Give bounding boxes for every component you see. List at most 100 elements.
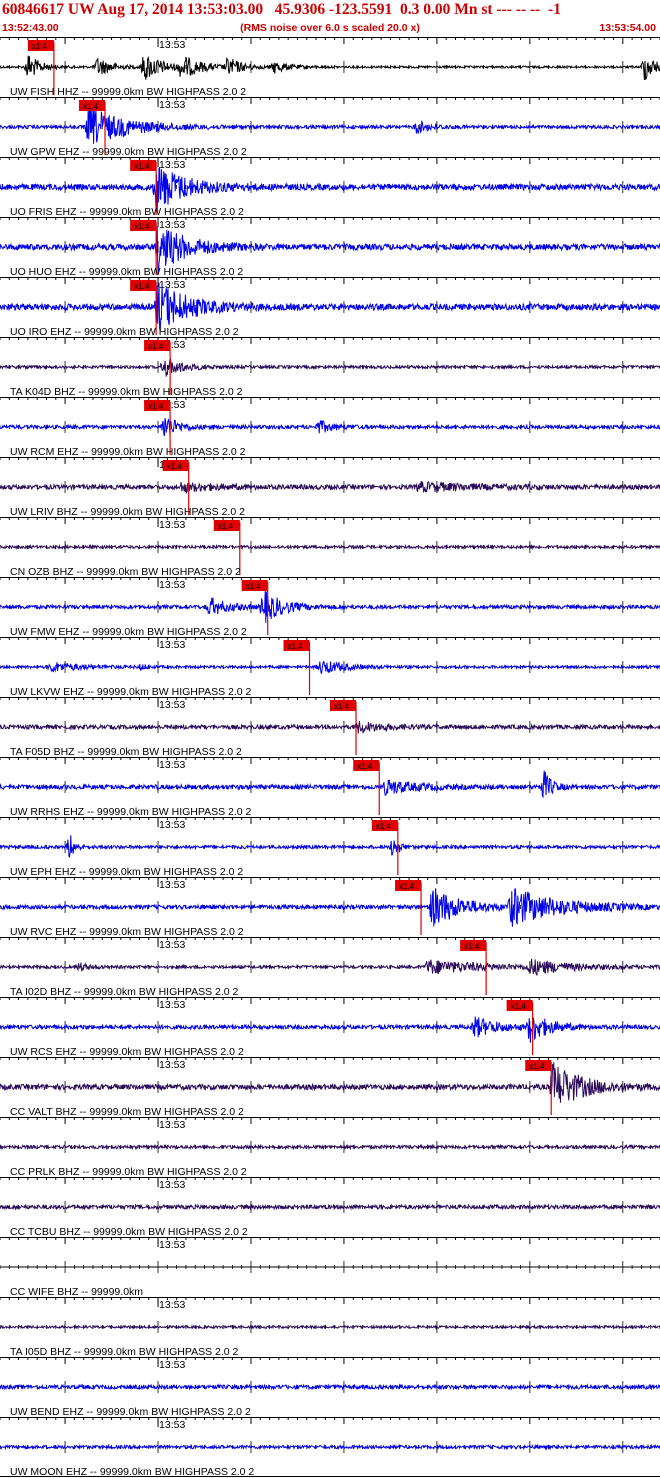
- minute-tick-label: 13:53: [159, 39, 185, 51]
- trace-panel: 13:53 x1.4 UW EPH EHZ -- 99999.0km BW HIGH…: [0, 817, 660, 878]
- trace-panel: 13:53 x1.4 CN OZB BHZ -- 99999.0km BW HIGH…: [0, 517, 660, 578]
- trace-panel: 13:53 x1.4 UW RRHS EHZ -- 99999.0km BW HIG…: [0, 757, 660, 818]
- station-label: UW FISH HHZ -- 99999.0km BW HIGHPASS 2.0…: [10, 86, 246, 98]
- station-label: CC TCBU BHZ -- 99999.0km BW HIGHPASS 2.0…: [10, 1226, 248, 1238]
- trace-panel: 13:53 x1.4 UW RVC EHZ -- 99999.0km BW HIGH…: [0, 877, 660, 938]
- minute-tick-label: 13:53: [159, 999, 185, 1011]
- waveform-trace: [0, 543, 660, 551]
- station-label: UW MOON EHZ -- 99999.0km BW HIGHPASS 2.0…: [10, 1466, 254, 1478]
- station-label: UO HUO EHZ -- 99999.0km BW HIGHPASS 2.0 …: [10, 266, 243, 278]
- rms-noise-subtitle: (RMS noise over 6.0 s scaled 20.0 x): [240, 22, 420, 34]
- pick-box: [213, 520, 240, 531]
- minute-tick-label: 13:53: [159, 1419, 185, 1431]
- pick-label: x1.4: [399, 882, 415, 891]
- waveform-trace: [0, 958, 660, 976]
- trace-panel: 13:53 x1.4 UW LKVW EHZ -- 99999.0km BW HIG…: [0, 637, 660, 698]
- station-label: UW LKVW EHZ -- 99999.0km BW HIGHPASS 2.0…: [10, 686, 252, 698]
- station-label: UW LRIV BHZ -- 99999.0km BW HIGHPASS 2.0…: [10, 506, 245, 518]
- minute-tick-label: 13:53: [159, 279, 185, 291]
- minute-tick-label: 13:53: [159, 1299, 185, 1311]
- waveform-trace: [0, 770, 660, 799]
- waveform-trace: [0, 1016, 660, 1043]
- trace-panel: 13:53 TA I05D BHZ -- 99999.0km BW HIGHPAS…: [0, 1297, 660, 1358]
- trace-panel: 13:53 x1.4 TA I02D BHZ -- 99999.0km BW HIG…: [0, 937, 660, 998]
- minute-tick-label: 13:53: [159, 99, 185, 111]
- trace-panel: 13:53 CC TCBU BHZ -- 99999.0km BW HIGHPAS…: [0, 1177, 660, 1238]
- station-label: UW RRHS EHZ -- 99999.0km BW HIGHPASS 2.0…: [10, 806, 252, 818]
- pick-box: [144, 400, 171, 411]
- minute-tick-label: 13:53: [159, 639, 185, 651]
- waveform-trace: [0, 835, 660, 858]
- waveform-trace: [0, 226, 660, 274]
- waveform-trace: [0, 720, 660, 734]
- waveform-trace: [0, 888, 660, 927]
- minute-tick-label: 13:53: [159, 219, 185, 231]
- event-title: 60846617 UW Aug 17, 2014 13:53:03.00 45.…: [2, 1, 561, 18]
- pick-box: [130, 220, 157, 231]
- pick-label: x1.4: [83, 102, 99, 111]
- seismogram-plot: 13:53 x1.4 UW FISH HHZ -- 99999.0km BW HIG…: [0, 37, 660, 1478]
- trace-panel: 13:53 UW BEND EHZ -- 99999.0km BW HIGHPAS…: [0, 1357, 660, 1418]
- pick-label: x1.4: [167, 462, 183, 471]
- trace-panel: 13:53 x1.4 UW RCS EHZ -- 99999.0km BW HIGH…: [0, 997, 660, 1058]
- minute-tick-label: 13:53: [159, 1059, 185, 1071]
- station-label: CC VALT BHZ -- 99999.0km BW HIGHPASS 2.0…: [10, 1106, 244, 1118]
- station-label: UO FRIS EHZ -- 99999.0km BW HIGHPASS 2.0…: [10, 206, 244, 218]
- trace-panel: 13:53 CC WIFE BHZ -- 99999.0km: [0, 1237, 660, 1298]
- waveform-trace: [0, 1324, 660, 1331]
- pick-box: [525, 1060, 552, 1071]
- waveform-trace: [0, 1383, 660, 1391]
- trace-panel: 13:53 x1.4 UO FRIS EHZ -- 99999.0km BW HIG…: [0, 157, 660, 218]
- plot-header: 60846617 UW Aug 17, 2014 13:53:03.00 45.…: [0, 0, 660, 37]
- minute-tick-label: 13:53: [159, 939, 185, 951]
- time-ticks: [0, 277, 660, 313]
- waveform-trace: [0, 106, 660, 144]
- pick-label: x1.4: [529, 1062, 545, 1071]
- pick-box: [130, 160, 157, 171]
- pick-label: x1.4: [218, 522, 234, 531]
- start-time-label: 13:52:43.00: [2, 22, 59, 34]
- time-ticks: [0, 757, 660, 793]
- time-ticks: [0, 517, 660, 553]
- trace-panel: 13:53 x1.4 UW FISH HHZ -- 99999.0km BW HIG…: [0, 37, 660, 98]
- station-label: UW RVC EHZ -- 99999.0km BW HIGHPASS 2.0 …: [10, 926, 244, 938]
- pick-box: [506, 1000, 533, 1011]
- station-label: UW RCS EHZ -- 99999.0km BW HIGHPASS 2.0 …: [10, 1046, 244, 1058]
- pick-label: x1.4: [376, 822, 392, 831]
- waveform-trace: [0, 480, 660, 495]
- minute-tick-label: 13:53: [159, 1119, 185, 1131]
- pick-box: [371, 820, 398, 831]
- pick-box: [395, 880, 422, 891]
- trace-panel: 13:53 x1.4 UW GPW EHZ -- 99999.0km BW HIGH…: [0, 97, 660, 158]
- pick-label: x1.4: [288, 642, 304, 651]
- station-label: TA K04D BHZ -- 99999.0km BW HIGHPASS 2.0…: [10, 386, 243, 398]
- waveform-trace: [0, 166, 660, 212]
- minute-tick-label: 13:53: [159, 819, 185, 831]
- waveform-trace: [0, 1143, 660, 1151]
- waveform-trace: [0, 282, 660, 331]
- waveform-trace: [0, 55, 660, 81]
- time-ticks: [0, 697, 660, 733]
- pick-box: [330, 700, 356, 711]
- station-label: TA I02D BHZ -- 99999.0km BW HIGHPASS 2.0…: [10, 986, 239, 998]
- minute-tick-label: 13:53: [159, 519, 185, 531]
- pick-label: x1.4: [148, 402, 164, 411]
- pick-label: x1.4: [148, 342, 164, 351]
- pick-box: [283, 640, 310, 651]
- station-label: CC PRLK BHZ -- 99999.0km BW HIGHPASS 2.0…: [10, 1166, 247, 1178]
- pick-box: [460, 940, 487, 951]
- trace-panel: 13:53 x1.4 UO HUO EHZ -- 99999.0km BW HIGH…: [0, 217, 660, 278]
- trace-panel: 13:53 x1.4 TA F05D BHZ -- 99999.0km BW HIG…: [0, 697, 660, 758]
- pick-label: x1.4: [134, 282, 150, 291]
- station-label: CC WIFE BHZ -- 99999.0km: [10, 1286, 143, 1298]
- trace-panel: 13:53 x1.4 CC VALT BHZ -- 99999.0km BW HIG…: [0, 1057, 660, 1118]
- pick-box: [130, 280, 157, 291]
- pick-label: x1.4: [32, 42, 48, 51]
- waveform-trace: [0, 590, 660, 623]
- station-label: UW GPW EHZ -- 99999.0km BW HIGHPASS 2.0 …: [10, 146, 247, 158]
- pick-label: x1.4: [511, 1002, 527, 1011]
- trace-panel: 13:53 UW MOON EHZ -- 99999.0km BW HIGHPAS…: [0, 1417, 660, 1478]
- pick-box: [353, 760, 380, 771]
